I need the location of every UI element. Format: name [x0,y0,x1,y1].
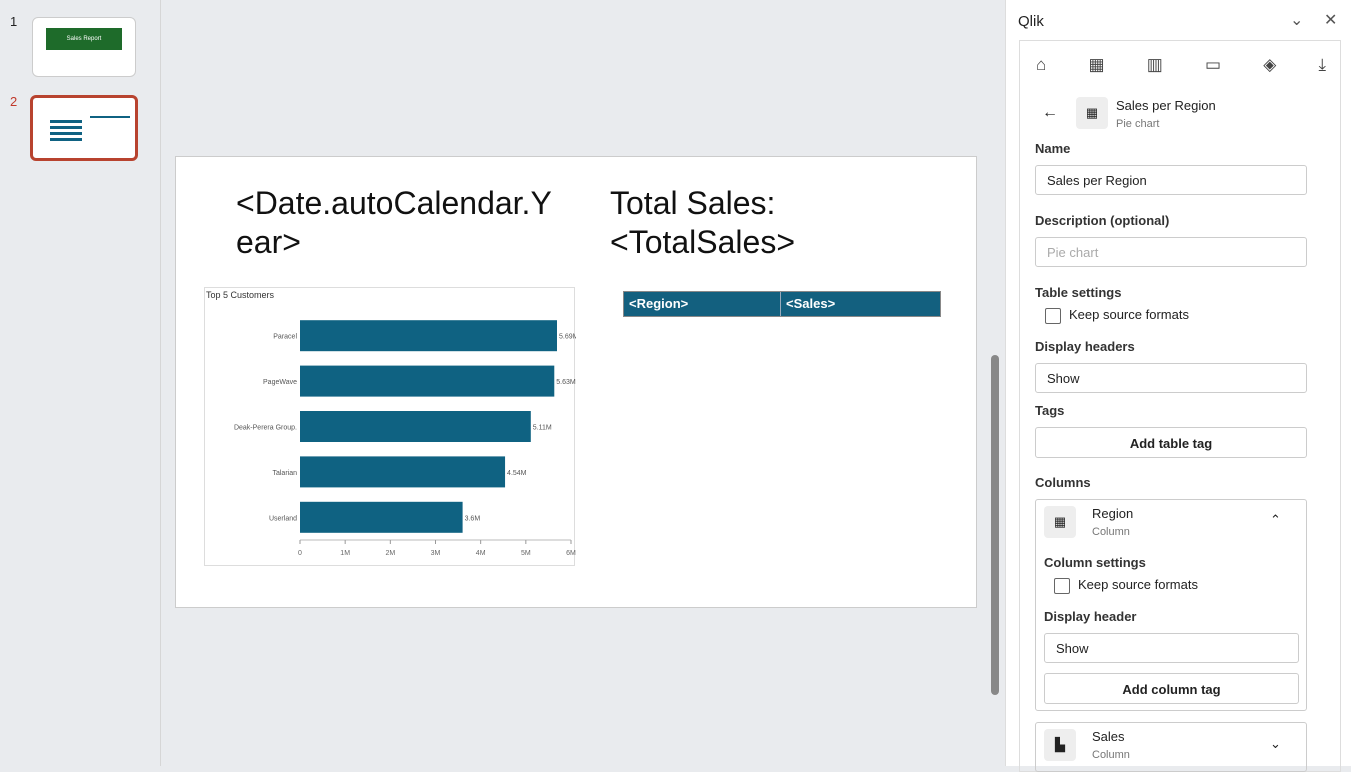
x-tick-label: 4M [476,550,486,557]
close-button[interactable]: ✕ [1324,12,1338,29]
y-tick-label: Talarian [272,470,297,477]
slide-number: 2 [10,94,18,109]
x-tick-label: 6M [566,550,576,557]
table-header: <Sales> [786,296,836,311]
slide-title: <Date.autoCalendar.Year> [236,185,552,260]
column-name: Region [1092,506,1134,521]
label: Display header [1044,609,1137,624]
object-name: Sales per Region [1116,98,1216,113]
collapse-button[interactable]: ⌄ [1290,12,1304,29]
data-label: 5.63M [556,379,576,386]
slide-list: 1 Sales Report 2 [0,0,161,766]
data-label: 4.54M [507,470,527,477]
expand-column[interactable]: ⌄ [1270,736,1281,751]
chart-icon[interactable]: ▥ [1146,55,1163,74]
slide-thumbnail[interactable]: Sales Report [32,17,136,77]
data-label: 3.6M [465,515,481,522]
column-card [1035,499,1307,711]
label: Table settings [1035,285,1122,300]
thumbnail-table [90,116,130,118]
divider [780,292,781,316]
name-input[interactable]: Sales per Region [1035,165,1307,195]
label: Columns [1035,475,1091,490]
label: Tags [1035,403,1065,418]
chart-title: Top 5 Customers [206,290,275,300]
checkbox[interactable] [1054,578,1070,594]
slide-number: 1 [10,14,18,29]
checkbox-label: Keep source formats [1078,577,1198,592]
layers-icon[interactable]: ◈ [1263,55,1277,74]
label: Name [1035,141,1071,156]
slide-title: Total Sales: <TotalSales> [610,185,796,260]
toolbar: ⌂ ▦ ▥ ▭ ◈ ⤓ [1036,55,1326,75]
x-tick-label: 3M [431,550,441,557]
add-column-tag-button[interactable]: Add column tag [1044,673,1299,704]
bar [300,501,463,533]
download-icon[interactable]: ⤓ [1318,55,1326,74]
chart[interactable]: Top 5 Customers 0 1M 2M 3M 4M 5M 6M Paracel 5.69… [204,287,576,567]
x-tick-label: 1M [340,550,350,557]
bar [300,365,555,397]
back-button[interactable]: ← [1042,104,1058,121]
bar [300,456,506,488]
slide: <Date.autoCalendar.Year> Total Sales: <T… [175,156,977,608]
dropdown[interactable]: Show [1044,633,1299,663]
y-tick-label: Paracel [273,334,297,341]
x-tick-label: 2M [385,550,395,557]
x-tick-label: 0 [298,550,302,557]
checkbox-label: Keep source formats [1069,307,1189,322]
bar [300,320,557,352]
x-tick-label: 5M [521,550,531,557]
table-header: <Region> [629,296,689,311]
home-icon[interactable]: ⌂ [1036,55,1047,74]
add-table-tag-button[interactable]: Add table tag [1035,427,1307,458]
data-label: 5.11M [533,425,552,432]
checkbox[interactable] [1045,308,1061,324]
column-icon: ▙ [1044,729,1076,761]
column-kind: Column [1092,526,1130,538]
table-icon[interactable]: ▦ [1088,55,1105,74]
slide-thumbnail[interactable] [30,95,138,161]
y-tick-label: Deak-Perera Group. [234,425,297,432]
thumbnail-bars [50,120,82,123]
thumbnail-title: Sales Report [46,28,122,50]
column-kind: Column [1092,749,1130,761]
description-input[interactable]: Pie chart [1035,237,1307,267]
label: Description (optional) [1035,213,1170,228]
scrollbar[interactable] [990,0,1002,766]
column-name: Sales [1092,729,1125,744]
bar [300,411,531,442]
y-tick-label: Userland [269,515,297,522]
collapse-column[interactable]: ⌃ [1270,512,1281,527]
column-icon: ▦ [1044,506,1076,538]
dropdown[interactable]: Show [1035,363,1307,393]
label: Display headers [1035,339,1135,354]
panel-title: Qlik [1018,13,1044,30]
label: Column settings [1044,555,1146,570]
data-label: 5.69M [559,334,576,341]
table-placeholder[interactable]: <Region> <Sales> [623,291,941,317]
object-type: Pie chart [1116,118,1160,130]
qlik-panel: Qlik ⌄ ✕ ⌂ ▦ ▥ ▭ ◈ ⤓ ← ▦ Sales per Region Pie… [1005,0,1351,772]
y-tick-label: PageWave [263,379,297,386]
object-icon: ▦ [1076,97,1108,129]
variable-icon[interactable]: ▭ [1204,55,1222,74]
scroll-thumb[interactable] [991,355,999,695]
